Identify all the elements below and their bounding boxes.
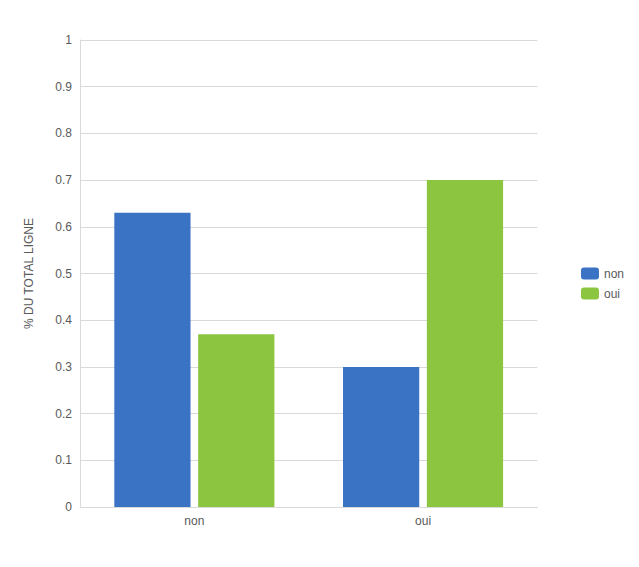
svg-text:0: 0	[65, 500, 72, 514]
svg-text:0.5: 0.5	[55, 267, 72, 281]
svg-text:0.6: 0.6	[55, 220, 72, 234]
svg-text:non: non	[604, 267, 624, 281]
svg-text:0.1: 0.1	[55, 453, 72, 467]
svg-text:0.9: 0.9	[55, 80, 72, 94]
svg-text:oui: oui	[604, 287, 620, 301]
svg-text:1: 1	[65, 33, 72, 47]
svg-text:0.7: 0.7	[55, 173, 72, 187]
svg-text:0.8: 0.8	[55, 126, 72, 140]
svg-text:0.2: 0.2	[55, 407, 72, 421]
svg-text:0.4: 0.4	[55, 313, 72, 327]
svg-text:non: non	[184, 514, 204, 528]
svg-text:oui: oui	[415, 514, 431, 528]
svg-text:0.3: 0.3	[55, 360, 72, 374]
svg-text:% DU TOTAL LIGNE: % DU TOTAL LIGNE	[22, 218, 36, 329]
